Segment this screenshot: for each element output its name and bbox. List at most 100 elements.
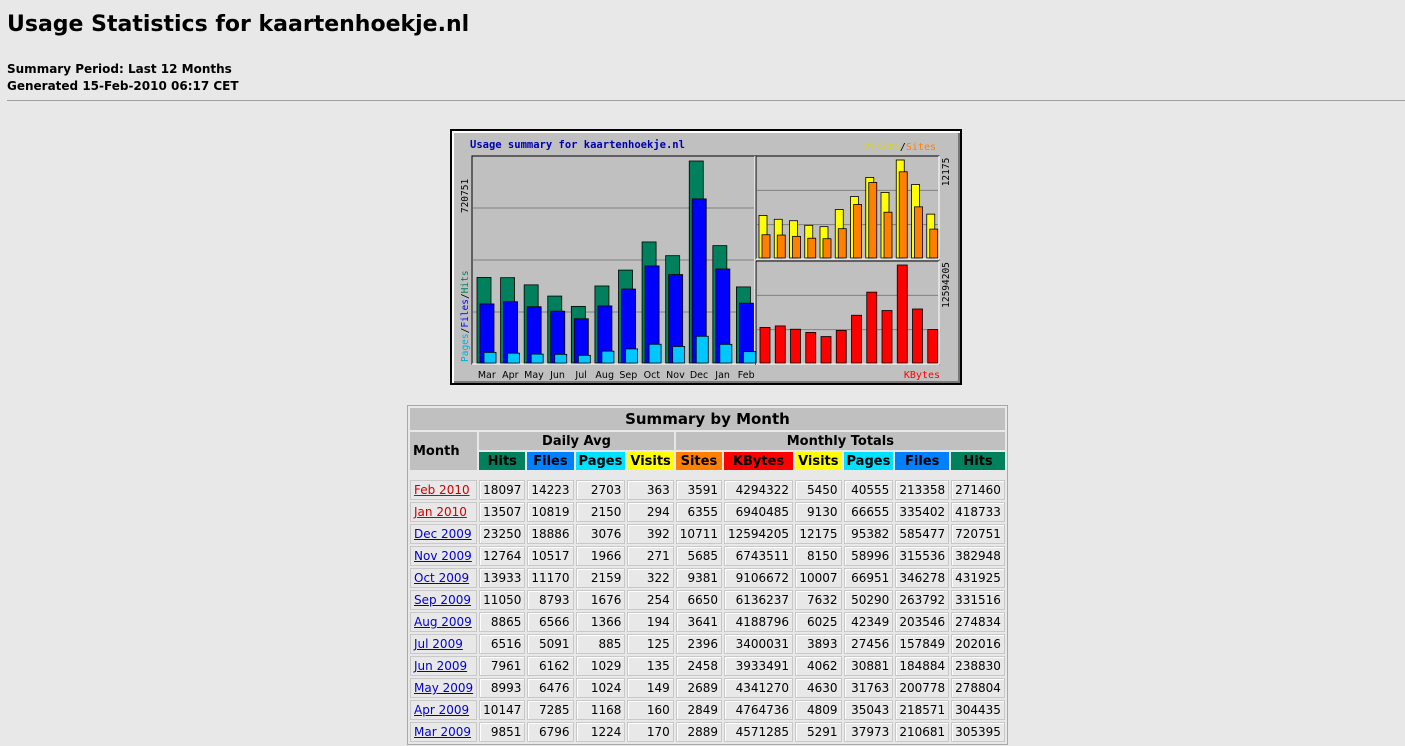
month-link[interactable]: May 2009 — [414, 681, 474, 695]
value-cell: 6516 — [479, 634, 526, 654]
x-tick-label: Sep — [619, 370, 637, 381]
value-cell: 305395 — [951, 722, 1005, 742]
value-cell: 8865 — [479, 612, 526, 632]
month-link[interactable]: Aug 2009 — [414, 615, 472, 629]
value-cell: 58996 — [843, 546, 894, 566]
value-cell: 1168 — [575, 700, 626, 720]
value-cell: 6743511 — [723, 546, 794, 566]
month-link[interactable]: Sep 2009 — [414, 593, 471, 607]
value-cell: 3076 — [575, 524, 626, 544]
value-cell: 4341270 — [723, 678, 794, 698]
value-cell: 6136237 — [723, 590, 794, 610]
bar-kbytes — [835, 330, 847, 364]
month-link[interactable]: Mar 2009 — [414, 725, 471, 739]
table-row: Mar 2009 9851 6796 1224 170 2889 4571285 5291 37… — [410, 722, 1005, 742]
value-cell: 13507 — [479, 502, 526, 522]
value-cell: 335402 — [895, 502, 950, 522]
page-title: Usage Statistics for kaartenhoekje.nl — [7, 12, 470, 37]
value-cell: 585477 — [895, 524, 950, 544]
value-cell: 149 — [627, 678, 674, 698]
value-cell: 4809 — [795, 700, 842, 720]
value-cell: 5291 — [795, 722, 842, 742]
value-cell: 2703 — [575, 480, 626, 500]
bar-sites — [837, 228, 847, 259]
value-cell: 10711 — [675, 524, 722, 544]
value-cell: 13933 — [479, 568, 526, 588]
month-link[interactable]: Oct 2009 — [414, 571, 470, 585]
bar-pages — [719, 343, 733, 364]
value-cell: 346278 — [895, 568, 950, 588]
value-cell: 418733 — [951, 502, 1005, 522]
value-cell: 42349 — [843, 612, 894, 632]
bar-kbytes — [912, 308, 923, 364]
bar-sites — [792, 235, 801, 259]
x-tick-label: Nov — [666, 370, 685, 381]
value-cell: 5450 — [795, 480, 842, 500]
legend-kbytes: KBytes — [904, 370, 940, 381]
kbytes-panel — [755, 260, 940, 365]
bar-sites — [807, 237, 817, 259]
value-cell: 1224 — [575, 722, 626, 742]
value-cell: 1366 — [575, 612, 626, 632]
value-cell: 160 — [627, 700, 674, 720]
x-tick-label: Jun — [549, 370, 565, 381]
bar-kbytes — [927, 329, 939, 364]
value-cell: 35043 — [843, 700, 894, 720]
x-tick-label: Oct — [644, 370, 661, 381]
daily-avg-header: Daily Avg — [479, 432, 674, 450]
bar-pages — [530, 353, 544, 364]
value-cell: 6162 — [527, 656, 574, 676]
value-cell: 3933491 — [723, 656, 794, 676]
visits-panel — [755, 155, 940, 260]
visits-sites-legend: Visits/Sites — [864, 142, 936, 153]
value-cell: 1029 — [575, 656, 626, 676]
month-link[interactable]: Feb 2010 — [414, 483, 470, 497]
value-cell: 1024 — [575, 678, 626, 698]
value-cell: 304435 — [951, 700, 1005, 720]
total-kbytes-header: KBytes — [723, 452, 794, 470]
monthly-totals-header: Monthly Totals — [675, 432, 1005, 450]
table-row: Oct 2009 13933 11170 2159 322 9381 9106672 1000… — [410, 568, 1005, 588]
summary-by-month-table: Summary by Month Month Daily Avg Monthly… — [407, 405, 1008, 745]
value-cell: 1966 — [575, 546, 626, 566]
value-cell: 2150 — [575, 502, 626, 522]
x-tick-label: Jan — [714, 370, 730, 381]
value-cell: 194 — [627, 612, 674, 632]
value-cell: 4571285 — [723, 722, 794, 742]
value-cell: 5685 — [675, 546, 722, 566]
value-cell: 3591 — [675, 480, 722, 500]
total-hits-header: Hits — [951, 452, 1005, 470]
bar-kbytes — [896, 264, 908, 364]
bar-pages — [743, 351, 756, 364]
value-cell: 263792 — [895, 590, 950, 610]
month-link[interactable]: Jul 2009 — [414, 637, 463, 651]
table-row: Jan 2010 13507 10819 2150 294 6355 6940485 9130… — [410, 502, 1005, 522]
value-cell: 135 — [627, 656, 674, 676]
table-row: Aug 2009 8865 6566 1366 194 3641 4188796 6025 42… — [410, 612, 1005, 632]
value-cell: 218571 — [895, 700, 950, 720]
value-cell: 10007 — [795, 568, 842, 588]
bar-pages — [648, 343, 662, 364]
month-link[interactable]: Dec 2009 — [414, 527, 472, 541]
month-link[interactable]: Nov 2009 — [414, 549, 472, 563]
value-cell: 4188796 — [723, 612, 794, 632]
value-cell: 200778 — [895, 678, 950, 698]
month-link[interactable]: Jun 2009 — [414, 659, 468, 673]
value-cell: 331516 — [951, 590, 1005, 610]
bar-sites — [898, 171, 908, 259]
bar-pages — [601, 350, 615, 364]
month-link[interactable]: Jan 2010 — [414, 505, 467, 519]
value-cell: 6796 — [527, 722, 574, 742]
bar-pages — [695, 335, 709, 364]
value-cell: 2889 — [675, 722, 722, 742]
value-cell: 392 — [627, 524, 674, 544]
legend-sep: / — [460, 293, 471, 299]
table-body: Feb 2010 18097 14223 2703 363 3591 4294322 5450… — [410, 472, 1005, 742]
daily-hits-header: Hits — [479, 452, 526, 470]
month-link[interactable]: Apr 2009 — [414, 703, 470, 717]
table-row: Sep 2009 11050 8793 1676 254 6650 6136237 7632 5… — [410, 590, 1005, 610]
value-cell: 213358 — [895, 480, 950, 500]
bar-sites — [761, 234, 771, 259]
value-cell: 18097 — [479, 480, 526, 500]
value-cell: 720751 — [951, 524, 1005, 544]
